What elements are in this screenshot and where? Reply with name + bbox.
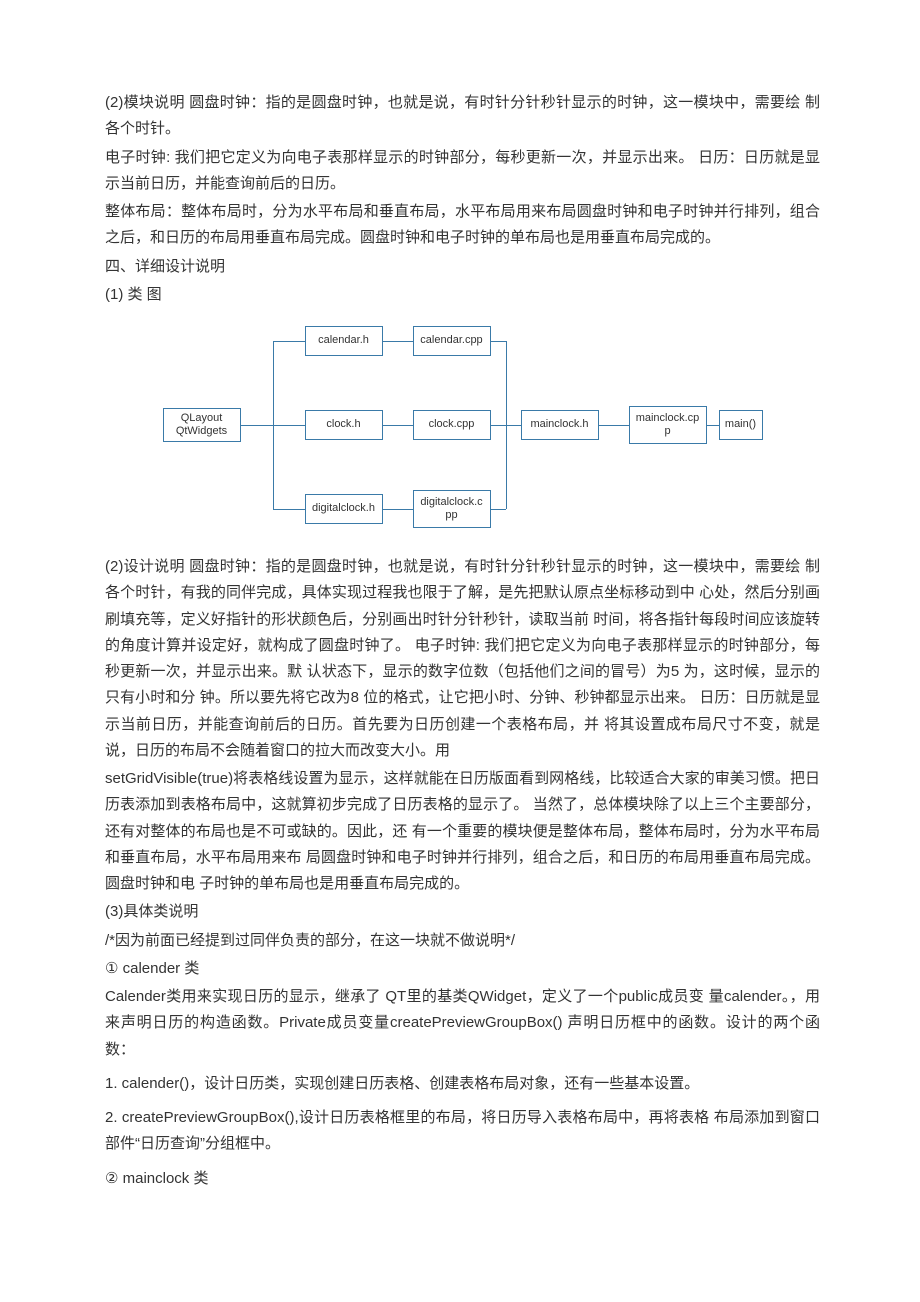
- edge-bus-left: [273, 341, 274, 509]
- edge-mainh-maincpp: [599, 425, 629, 426]
- para-module-desc: (2)模块说明 圆盘时钟：指的是圆盘时钟，也就是说，有时针分针秒针显示的时钟，这…: [105, 90, 820, 143]
- node-mainclock-cpp-l1: mainclock.cp: [636, 412, 700, 425]
- edge-digh-digcpp: [383, 509, 413, 510]
- para-calender-fn2: 2. createPreviewGroupBox(),设计日历表格框里的布局，将…: [105, 1105, 820, 1158]
- para-class-desc-title: (3)具体类说明: [105, 899, 820, 925]
- para-design-desc: (2)设计说明 圆盘时钟：指的是圆盘时钟，也就是说，有时针分针秒针显示的时钟，这…: [105, 554, 820, 764]
- para-class-diagram-title: (1) 类 图: [105, 282, 820, 308]
- edge-digcpp-bus: [491, 509, 506, 510]
- para-section-4: 四、详细设计说明: [105, 254, 820, 280]
- node-clock-cpp-label: clock.cpp: [429, 418, 475, 431]
- node-clock-cpp: clock.cpp: [413, 410, 491, 440]
- edge-bus-cal: [273, 341, 305, 342]
- node-qlayout-l1: QLayout: [181, 412, 223, 425]
- node-digitalclock-h: digitalclock.h: [305, 494, 383, 524]
- node-digitalclock-cpp: digitalclock.c pp: [413, 490, 491, 528]
- node-mainclock-h-label: mainclock.h: [530, 418, 588, 431]
- node-qlayout: QLayout QtWidgets: [163, 408, 241, 442]
- node-mainclock-cpp-l2: p: [664, 425, 670, 438]
- node-calendar-h: calendar.h: [305, 326, 383, 356]
- para-calender-fn1: 1. calender()，设计日历类，实现创建日历表格、创建表格布局对象，还有…: [105, 1071, 820, 1097]
- node-main-label: main(): [725, 418, 756, 431]
- class-diagram: QLayout QtWidgets calendar.h calendar.cp…: [163, 326, 763, 536]
- edge-bus-right: [506, 341, 507, 509]
- node-calendar-h-label: calendar.h: [318, 334, 369, 347]
- para-setgrid: setGridVisible(true)将表格线设置为显示，这样就能在日历版面看…: [105, 766, 820, 897]
- edge-bus-dig: [273, 509, 305, 510]
- edge-maincpp-main: [707, 425, 719, 426]
- node-digitalclock-cpp-l2: pp: [445, 509, 457, 522]
- para-layout: 整体布局：整体布局时，分为水平布局和垂直布局，水平布局用来布局圆盘时钟和电子时钟…: [105, 199, 820, 252]
- class-diagram-container: QLayout QtWidgets calendar.h calendar.cp…: [105, 326, 820, 536]
- node-calendar-cpp: calendar.cpp: [413, 326, 491, 356]
- edge-calh-calcpp: [383, 341, 413, 342]
- para-calender-class: ① calender 类: [105, 956, 820, 982]
- edge-calcpp-bus: [491, 341, 506, 342]
- edge-clockh-clockcpp: [383, 425, 413, 426]
- node-digitalclock-cpp-l1: digitalclock.c: [420, 496, 482, 509]
- node-mainclock-cpp: mainclock.cp p: [629, 406, 707, 444]
- node-main: main(): [719, 410, 763, 440]
- para-calender-desc: Calender类用来实现日历的显示，继承了 QT里的基类QWidget，定义了…: [105, 984, 820, 1063]
- para-comment: /*因为前面已经提到过同伴负责的部分，在这一块就不做说明*/: [105, 928, 820, 954]
- para-mainclock-class: ② mainclock 类: [105, 1166, 820, 1192]
- para-digital-clock: 电子时钟: 我们把它定义为向电子表那样显示的时钟部分，每秒更新一次，并显示出来。…: [105, 145, 820, 198]
- node-calendar-cpp-label: calendar.cpp: [420, 334, 482, 347]
- node-mainclock-h: mainclock.h: [521, 410, 599, 440]
- node-digitalclock-h-label: digitalclock.h: [312, 502, 375, 515]
- node-clock-h: clock.h: [305, 410, 383, 440]
- node-clock-h-label: clock.h: [326, 418, 360, 431]
- node-qlayout-l2: QtWidgets: [176, 425, 227, 438]
